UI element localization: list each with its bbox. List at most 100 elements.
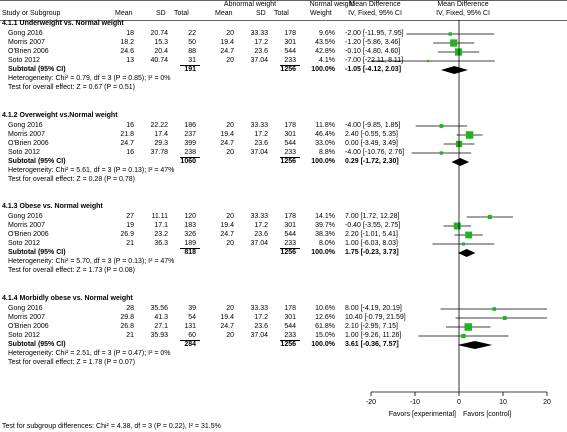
study-name: Gong 2016 bbox=[8, 122, 43, 129]
subtotal-diamond bbox=[457, 341, 493, 349]
study-sd-normal: 33.33 bbox=[250, 213, 268, 220]
study-mean-normal: 20 bbox=[226, 149, 234, 156]
plot-header-title: Mean Difference bbox=[437, 1, 489, 8]
study-total-abnormal: 399 bbox=[184, 140, 196, 147]
subtotal-weight: 100.0% bbox=[311, 158, 335, 165]
total-underline-abnormal bbox=[180, 157, 200, 158]
study-sd-abnormal: 35.56 bbox=[150, 305, 168, 312]
subtotal-label: Subtotal (95% CI) bbox=[8, 158, 66, 165]
study-mean-difference: -7.00 [-22.11, 8.11] bbox=[345, 57, 404, 64]
study-name: Gong 2016 bbox=[8, 30, 43, 37]
header-weight: Weight bbox=[310, 10, 332, 17]
overall-effect-test: Test for overall effect: Z = 0.28 (P = 0… bbox=[8, 176, 135, 183]
point-estimate-marker bbox=[448, 32, 452, 36]
study-mean-abnormal: 24.6 bbox=[120, 48, 134, 55]
point-estimate-marker bbox=[439, 124, 444, 128]
study-total-normal: 233 bbox=[284, 149, 296, 156]
study-mean-difference: -0.10 [-4.80, 4.60] bbox=[345, 48, 401, 55]
study-mean-normal: 20 bbox=[226, 57, 234, 64]
point-estimate-marker bbox=[487, 214, 492, 220]
study-total-normal: 544 bbox=[284, 140, 296, 147]
subtotal-weight: 100.0% bbox=[311, 249, 335, 256]
study-sd-normal: 33.33 bbox=[250, 30, 268, 37]
subtotal-total-abnormal: 1060 bbox=[180, 158, 196, 165]
subtotal-diamond bbox=[440, 66, 468, 74]
subtotal-mean-difference: 1.75 [-0.23, 3.73] bbox=[345, 249, 399, 256]
study-mean-normal: 19.4 bbox=[220, 222, 234, 229]
study-mean-difference: 2.20 [-1.01, 5.41] bbox=[345, 231, 398, 238]
header-sd-normal: SD bbox=[256, 10, 266, 17]
study-total-abnormal: 326 bbox=[184, 231, 196, 238]
study-total-normal: 544 bbox=[284, 323, 296, 330]
study-mean-abnormal: 18.2 bbox=[120, 39, 134, 46]
study-mean-abnormal: 28 bbox=[126, 305, 134, 312]
study-total-abnormal: 131 bbox=[184, 323, 196, 330]
study-total-normal: 178 bbox=[284, 122, 296, 129]
study-sd-normal: 37.04 bbox=[250, 149, 268, 156]
study-name: Soto 2012 bbox=[8, 57, 40, 64]
header-total-normal: Total bbox=[274, 10, 289, 17]
study-name: O'Brien 2006 bbox=[8, 231, 49, 238]
study-sd-normal: 37.04 bbox=[250, 240, 268, 247]
heterogeneity-stat: Heterogeneity: Chi² = 2.51, df = 3 (P = … bbox=[8, 350, 171, 357]
study-total-normal: 301 bbox=[284, 131, 296, 138]
point-estimate-marker bbox=[465, 131, 474, 139]
study-weight: 43.5% bbox=[315, 39, 335, 46]
study-mean-normal: 20 bbox=[226, 240, 234, 247]
study-mean-normal: 24.7 bbox=[220, 48, 234, 55]
study-total-normal: 233 bbox=[284, 57, 296, 64]
study-mean-abnormal: 19 bbox=[126, 222, 134, 229]
study-mean-abnormal: 16 bbox=[126, 122, 134, 129]
subtotal-weight: 100.0% bbox=[311, 66, 335, 73]
study-total-normal: 301 bbox=[284, 222, 296, 229]
x-tick-label: -20 bbox=[365, 399, 377, 406]
study-sd-normal: 37.04 bbox=[250, 332, 268, 339]
study-total-abnormal: 60 bbox=[188, 332, 196, 339]
study-total-abnormal: 39 bbox=[188, 305, 196, 312]
header-mean-abnormal: Mean bbox=[115, 10, 133, 17]
subtotal-total-normal: 1256 bbox=[280, 249, 296, 256]
point-estimate-marker bbox=[453, 222, 461, 230]
study-weight: 61.8% bbox=[315, 323, 335, 330]
study-total-normal: 544 bbox=[284, 231, 296, 238]
study-mean-normal: 20 bbox=[226, 332, 234, 339]
study-mean-difference: 8.00 [-4.19, 20.19] bbox=[345, 305, 402, 312]
total-underline-abnormal bbox=[180, 340, 200, 341]
study-weight: 8.8% bbox=[319, 149, 335, 156]
study-mean-abnormal: 27 bbox=[126, 213, 134, 220]
study-sd-abnormal: 35.93 bbox=[150, 332, 168, 339]
study-weight: 11.8% bbox=[315, 122, 335, 129]
total-underline-normal bbox=[280, 65, 300, 66]
study-name: Morris 2007 bbox=[8, 222, 45, 229]
study-weight: 38.3% bbox=[315, 231, 335, 238]
study-mean-normal: 20 bbox=[226, 305, 234, 312]
study-sd-abnormal: 40.74 bbox=[150, 57, 168, 64]
table-header bbox=[0, 0, 567, 21]
study-mean-difference: -4.00 [-10.76, 2.76] bbox=[345, 149, 405, 156]
header-abnormal-group: Abnormal weight bbox=[223, 1, 277, 8]
study-total-normal: 178 bbox=[284, 30, 296, 37]
study-total-abnormal: 88 bbox=[188, 48, 196, 55]
header-study-column: Study or Subgroup bbox=[2, 10, 61, 17]
study-total-normal: 301 bbox=[284, 39, 296, 46]
study-mean-normal: 20 bbox=[226, 122, 234, 129]
subtotal-total-abnormal: 818 bbox=[184, 249, 196, 256]
point-estimate-marker bbox=[461, 242, 465, 246]
study-total-abnormal: 22 bbox=[188, 30, 196, 37]
study-sd-abnormal: 36.3 bbox=[154, 240, 168, 247]
x-tick-label: -10 bbox=[409, 399, 421, 406]
heterogeneity-stat: Heterogeneity: Chi² = 0.79, df = 3 (P = … bbox=[8, 75, 171, 82]
study-weight: 8.0% bbox=[319, 240, 335, 247]
study-name: Morris 2007 bbox=[8, 39, 45, 46]
study-sd-abnormal: 17.1 bbox=[154, 222, 168, 229]
study-mean-abnormal: 21 bbox=[126, 332, 134, 339]
study-sd-normal: 23.6 bbox=[254, 48, 268, 55]
study-mean-difference: 0.00 [-3.49, 3.49] bbox=[345, 140, 398, 147]
study-name: Soto 2012 bbox=[8, 332, 40, 339]
study-total-abnormal: 238 bbox=[184, 149, 196, 156]
study-name: Gong 2016 bbox=[8, 305, 43, 312]
study-sd-normal: 17.2 bbox=[254, 131, 268, 138]
study-name: Morris 2007 bbox=[8, 314, 45, 321]
